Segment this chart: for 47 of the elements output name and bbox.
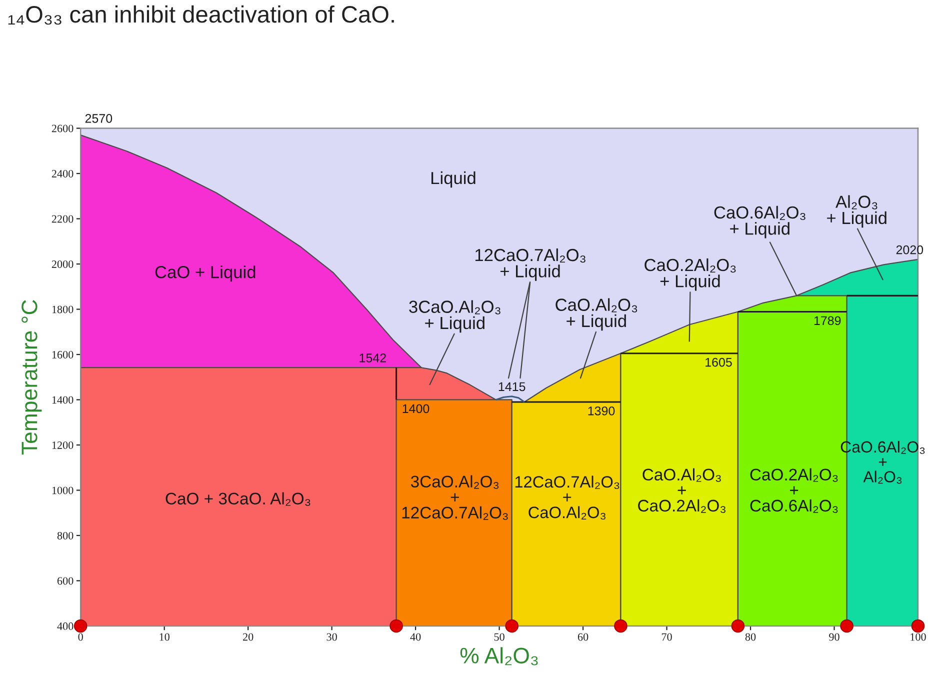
y-tick-label: 2000: [52, 260, 74, 268]
y-tick-label: 2200: [52, 215, 74, 223]
y-tick-label: 2600: [52, 124, 74, 132]
annotation: 1789: [814, 316, 841, 326]
annotation: CaO + 3CaO. Al₂O₃: [166, 492, 310, 506]
annotation: CaO.6Al₂O₃ + Liquid: [714, 206, 806, 238]
annotation: CaO + Liquid: [155, 266, 256, 282]
annotation: 2570: [85, 114, 112, 123]
x-tick-label: 90: [829, 633, 840, 641]
annotation: Al₂O₃ + Liquid: [827, 195, 886, 228]
y-tick-label: 2400: [52, 170, 74, 178]
annotation: 3CaO.Al₂O₃ + 12CaO.7Al₂O₃: [402, 475, 508, 520]
x-tick-label: 0: [78, 633, 83, 641]
y-tick-label: 600: [57, 577, 74, 585]
annotation: 1415: [498, 382, 526, 392]
x-tick-label: 40: [410, 633, 421, 641]
annotation: CaO.Al₂O₃ + CaO.2Al₂O₃: [638, 468, 726, 513]
y-tick-label: 1600: [52, 350, 74, 358]
y-tick-label: 1200: [52, 441, 74, 449]
annotation: 1605: [706, 358, 732, 367]
x-tick-label: 100: [910, 633, 926, 641]
x-tick-label: 20: [243, 633, 254, 641]
annotation: 1542: [360, 354, 386, 362]
x-tick-label: 70: [662, 633, 672, 641]
x-tick-label: 30: [326, 633, 337, 641]
x-tick-label: 80: [745, 633, 756, 641]
text: ₁₄O₃₃ can inhibit deactivation of CaO.: [8, 5, 394, 25]
annotation: 1400: [402, 404, 430, 414]
y-tick-label: 1400: [52, 396, 74, 404]
annotation: CaO.Al₂O₃ + Liquid: [556, 298, 638, 331]
annotation: CaO.2Al₂O₃ + CaO.6Al₂O₃: [750, 468, 838, 513]
x-axis-title: % Al₂O₃: [460, 647, 538, 666]
annotation: 2020: [896, 245, 924, 254]
annotation: 1390: [588, 406, 615, 416]
annotation: 3CaO.Al₂O₃ + Liquid: [409, 300, 500, 333]
x-tick-label: 10: [160, 633, 170, 641]
y-tick-label: 400: [57, 622, 74, 630]
x-tick-label: 50: [494, 633, 504, 641]
y-tick-label: 1800: [52, 306, 74, 314]
annotation: 12CaO.7Al₂O₃ + Liquid: [475, 248, 586, 281]
y-tick-label: 800: [57, 532, 74, 540]
annotation: CaO.2Al₂O₃ + Liquid: [644, 258, 736, 291]
y-tick-label: 1000: [52, 486, 74, 494]
x-tick-label: 60: [578, 633, 588, 641]
y-axis-title: Temperature °C: [22, 300, 42, 455]
annotation: 12CaO.7Al₂O₃ + CaO.Al₂O₃: [515, 476, 620, 520]
annotation: Liquid: [431, 171, 476, 188]
